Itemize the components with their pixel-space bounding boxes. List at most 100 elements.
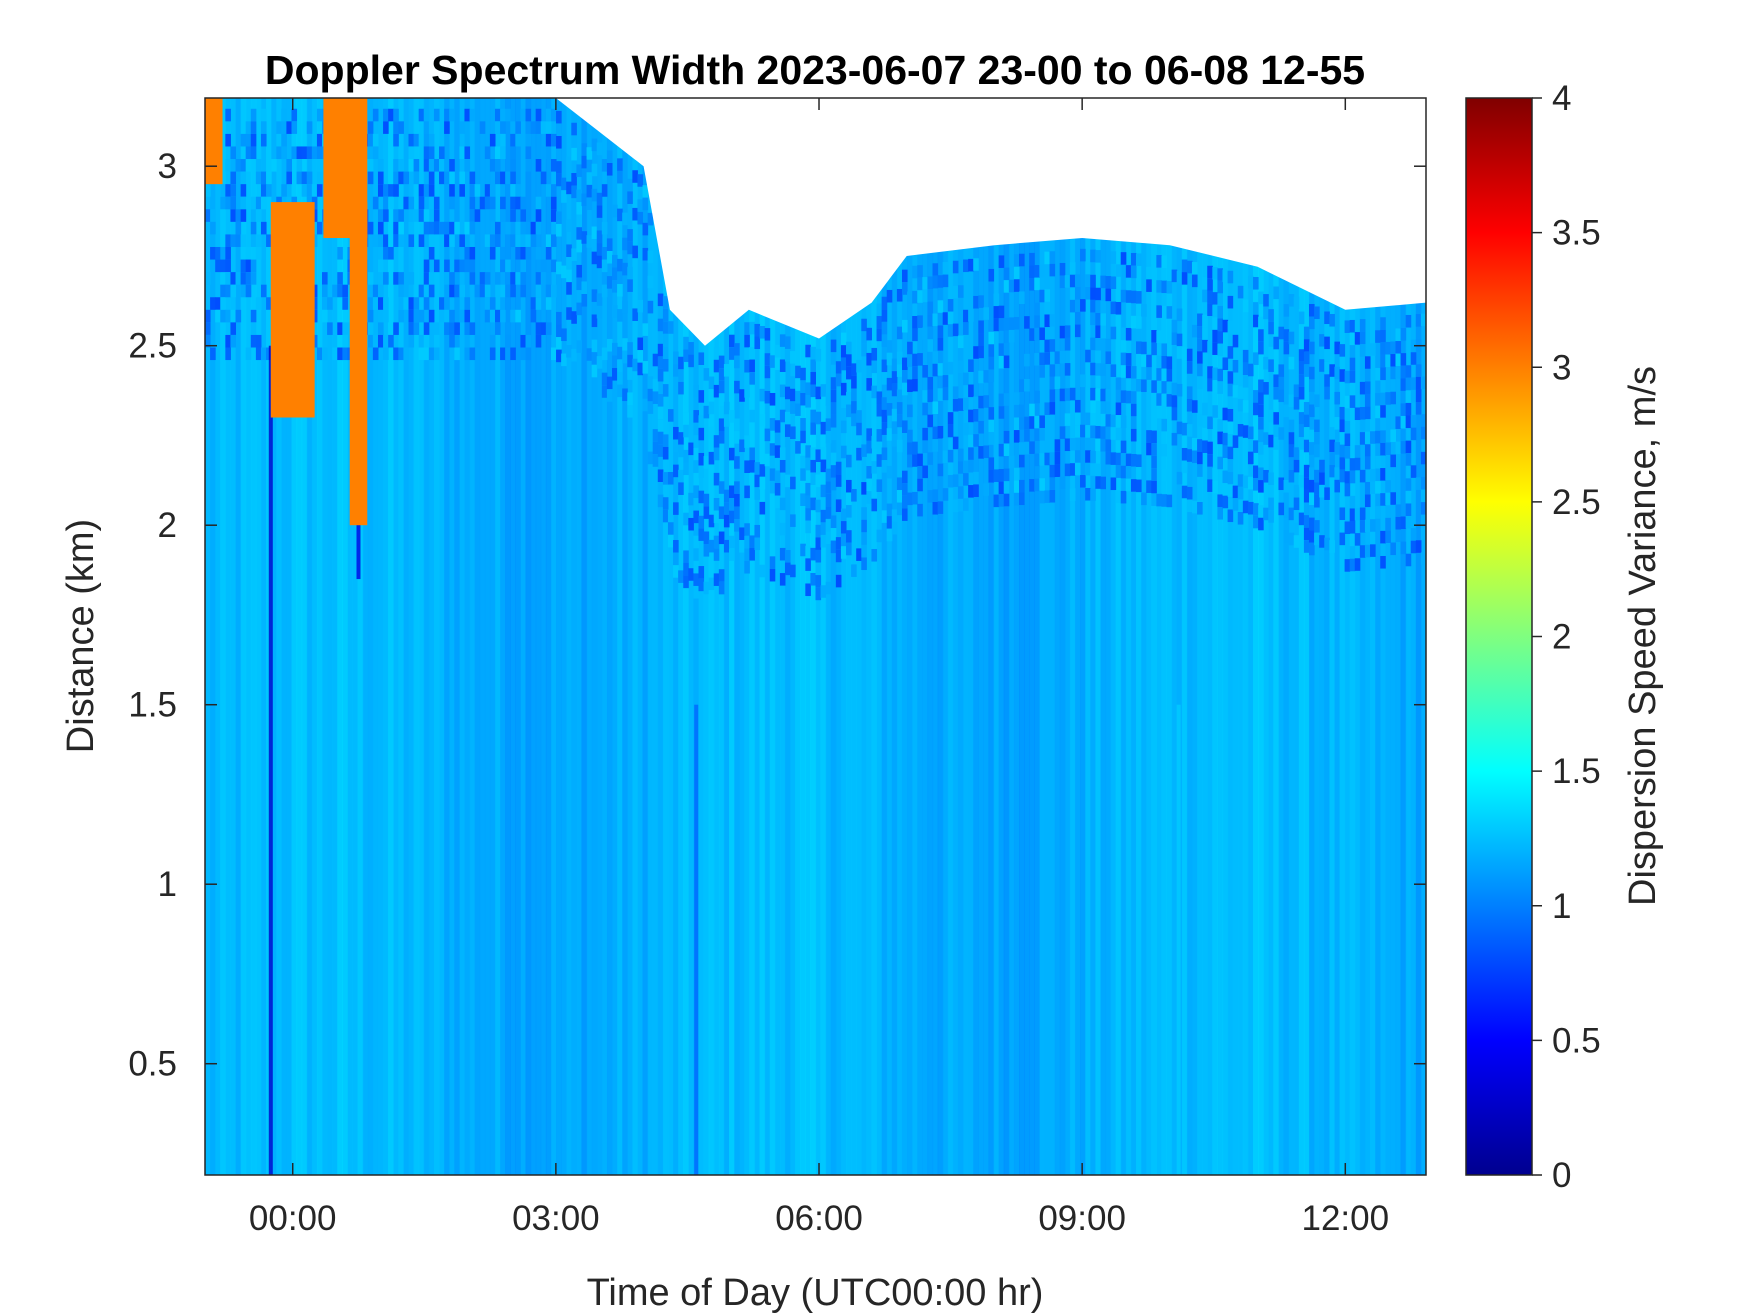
heatmap-cell <box>576 227 582 240</box>
heatmap-cell <box>1410 389 1417 403</box>
heatmap-cell <box>1130 315 1137 329</box>
heatmap-column <box>1242 98 1249 1175</box>
heatmap-cell <box>428 309 435 323</box>
heatmap-cell <box>1222 470 1229 484</box>
heatmap-cell <box>1217 318 1223 332</box>
heatmap-cell <box>1115 264 1122 277</box>
heatmap-cell <box>1298 374 1305 387</box>
heatmap-cell <box>1197 376 1203 389</box>
heatmap-cell <box>622 237 628 251</box>
heatmap-column <box>662 98 669 1175</box>
heatmap-cell <box>912 441 918 455</box>
heatmap-cell <box>947 361 954 375</box>
heatmap-cell <box>713 384 720 398</box>
heatmap-cell <box>469 259 476 273</box>
heatmap-cell <box>764 378 771 391</box>
heatmap-cell <box>1034 277 1040 291</box>
heatmap-cell <box>1227 446 1234 460</box>
heatmap-cell <box>556 136 562 149</box>
heatmap-cell <box>1334 417 1341 430</box>
heatmap-cell <box>1253 402 1259 416</box>
heatmap-column <box>1105 98 1112 1175</box>
heatmap-cell <box>484 272 491 285</box>
colorbar-tick-label: 3 <box>1552 348 1571 387</box>
heatmap-cell <box>301 146 308 160</box>
heatmap-cell <box>866 491 872 504</box>
heatmap-cell <box>942 362 949 376</box>
heatmap-cell <box>708 577 715 591</box>
heatmap-cell <box>561 190 567 203</box>
heatmap-cell <box>1146 480 1152 493</box>
heatmap-cell <box>1334 479 1341 493</box>
heatmap-cell <box>1375 455 1381 469</box>
heatmap-cell <box>1288 294 1295 307</box>
heatmap-cell <box>1385 517 1391 531</box>
heatmap-cell <box>586 348 593 361</box>
heatmap-cell <box>937 312 944 326</box>
heatmap-cell <box>418 133 425 147</box>
heatmap-column <box>403 98 410 1175</box>
heatmap-cell <box>225 259 231 273</box>
heatmap-cell <box>398 221 404 235</box>
heatmap-cell <box>1120 327 1127 341</box>
heatmap-cell <box>1008 455 1015 469</box>
heatmap-cell <box>952 323 959 337</box>
heatmap-cell <box>1359 319 1366 332</box>
heatmap-cell <box>678 570 684 583</box>
heatmap-cell <box>423 322 430 335</box>
heatmap-cell <box>418 196 425 210</box>
heatmap-cell <box>433 209 440 222</box>
heatmap-cell <box>861 444 867 457</box>
heatmap-cell <box>1202 440 1208 453</box>
heatmap-column <box>1380 98 1386 1175</box>
heatmap-cell <box>235 234 242 247</box>
heatmap-cell <box>1344 395 1351 409</box>
heatmap-cell <box>673 426 679 440</box>
heatmap-cell <box>922 465 928 479</box>
heatmap-column <box>215 98 221 1175</box>
heatmap-cell <box>510 209 516 222</box>
heatmap-cell <box>963 498 969 511</box>
heatmap-cell <box>708 401 715 415</box>
heatmap-cell <box>1400 365 1407 379</box>
heatmap-cell <box>820 459 827 473</box>
heatmap-cell <box>255 209 262 222</box>
heatmap-cell <box>1095 312 1101 326</box>
heatmap-cell <box>530 121 537 134</box>
heatmap-cell <box>856 447 862 461</box>
heatmap-cell <box>1130 391 1137 404</box>
heatmap-cell <box>627 266 633 280</box>
heatmap-cell <box>1420 552 1426 565</box>
heatmap-cell <box>1258 517 1264 531</box>
heatmap-cell <box>1191 262 1198 275</box>
heatmap-cell <box>978 420 984 434</box>
heatmap-cell <box>810 547 816 561</box>
heatmap-cell <box>662 446 669 460</box>
heatmap-cell <box>1268 497 1274 511</box>
heatmap-cell <box>968 485 974 498</box>
heatmap-cell <box>1410 415 1417 428</box>
heatmap-cell <box>856 548 862 561</box>
heatmap-cell <box>550 347 557 361</box>
heatmap-cell <box>1324 336 1330 350</box>
heatmap-cell <box>586 235 593 248</box>
heatmap-cell <box>886 289 893 303</box>
heatmap-streak <box>694 704 699 1175</box>
heatmap-cell <box>835 373 842 387</box>
heatmap-cell <box>907 404 913 418</box>
heatmap-cell <box>1120 465 1127 479</box>
heatmap-cell <box>718 393 725 406</box>
heatmap-cell <box>576 302 582 316</box>
heatmap-column <box>988 98 995 1175</box>
heatmap-cell <box>1130 252 1137 266</box>
heatmap-cell <box>744 460 750 474</box>
heatmap-cell <box>1125 265 1132 278</box>
heatmap-cell <box>1090 488 1096 501</box>
heatmap-cell <box>1258 480 1264 493</box>
heatmap-cell <box>408 196 415 210</box>
heatmap-cell <box>1227 509 1234 523</box>
heatmap-cell <box>500 209 506 222</box>
heatmap-cell <box>1115 452 1122 466</box>
heatmap-cell <box>1308 442 1315 455</box>
heatmap-cell <box>1253 478 1259 491</box>
